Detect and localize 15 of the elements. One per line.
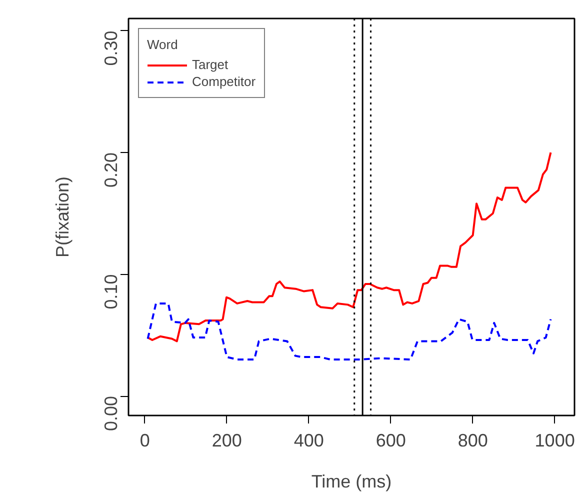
legend-title: Word (147, 37, 179, 52)
x-tick-label: 800 (458, 430, 488, 450)
x-tick-label: 400 (294, 430, 324, 450)
x-tick-label: 600 (376, 430, 406, 450)
x-tick-label: 1000 (534, 430, 575, 450)
legend-label: Target (192, 57, 228, 72)
x-tick-label: 0 (140, 430, 150, 450)
y-tick-label: 0.10 (101, 274, 121, 310)
y-tick-label: 0.20 (101, 152, 121, 188)
legend-label: Competitor (192, 74, 256, 89)
x-tick-label: 200 (212, 430, 242, 450)
y-tick-label: 0.00 (101, 396, 121, 432)
y-tick-label: 0.30 (101, 30, 121, 66)
y-axis-title: P(fixation) (52, 176, 72, 258)
x-axis-title: Time (ms) (311, 472, 392, 492)
